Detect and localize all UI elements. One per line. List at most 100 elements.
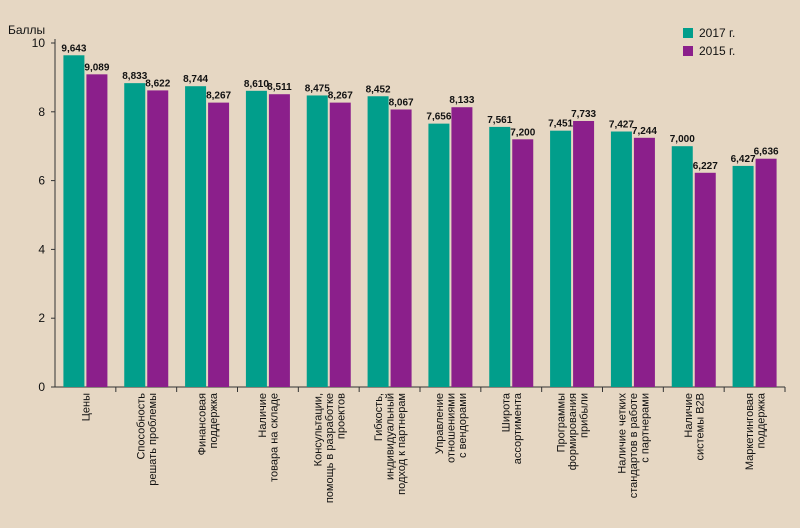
x-category-label: Маркетинговая поддержка [744, 392, 768, 470]
data-label: 8,511 [267, 82, 292, 93]
bar-2015 [451, 107, 473, 388]
bar-2015 [390, 109, 412, 387]
x-category-label: Наличие товара на складе [257, 393, 281, 482]
data-label: 8,622 [145, 78, 170, 89]
y-tick-label: 4 [38, 242, 45, 256]
data-label: 8,267 [206, 91, 231, 102]
data-label: 7,656 [426, 112, 451, 123]
x-category-label: Наличие системы B2B [683, 393, 707, 461]
x-category-label: Гибкость, индивидуальный подход к партнера… [373, 393, 408, 495]
x-category-label-line: системы B2B [695, 393, 707, 461]
legend-label-2017: 2017 г. [699, 26, 736, 40]
bar-2017 [671, 146, 693, 387]
data-label: 7,733 [571, 109, 596, 120]
x-category-label: Консультации, помощь в разработке проектов [312, 393, 347, 503]
legend-swatch-2015 [683, 46, 693, 56]
bar-2017 [489, 126, 511, 387]
data-label: 7,561 [487, 115, 512, 126]
bar-2017 [367, 96, 389, 388]
x-category-label-line: Наличие четких [616, 393, 628, 474]
legend-swatch-2017 [683, 28, 693, 38]
x-category-label-line: Широта [501, 392, 513, 432]
bar-2017 [245, 90, 267, 387]
x-category-label-line: Наличие [683, 393, 695, 438]
legend-label-2015: 2015 г. [699, 44, 736, 58]
bar-2015 [268, 94, 290, 387]
x-category-label: Программы формирования прибыли [556, 393, 591, 470]
x-category-label-line: Программы [556, 393, 568, 453]
bar-2017 [306, 95, 328, 388]
x-category-label: Наличие четких стандартов в работе с партн… [616, 393, 651, 499]
bar-2015 [573, 120, 595, 387]
data-label: 8,610 [244, 79, 269, 90]
x-category-label-line: подход к партнерам [396, 393, 408, 495]
data-label: 8,744 [183, 74, 208, 85]
y-axis-title: Баллы [8, 23, 45, 37]
y-tick-label: 10 [32, 36, 46, 50]
x-category-label: Способность решать проблемы [136, 393, 160, 486]
data-label: 6,427 [731, 154, 756, 165]
x-category-label: Финансовая поддержка [196, 392, 220, 455]
x-category-label-line: отношениями [445, 393, 457, 463]
data-label: 7,427 [609, 120, 634, 131]
bar-2015 [329, 102, 351, 387]
data-label: 8,267 [328, 91, 353, 102]
x-category-label-line: товара на складе [269, 393, 281, 482]
x-category-label-line: Наличие [257, 393, 269, 438]
data-label: 8,475 [305, 83, 330, 94]
bar-2017 [185, 86, 207, 388]
data-label: 9,089 [84, 62, 109, 73]
y-tick-label: 8 [38, 105, 45, 119]
bar-2015 [755, 158, 777, 387]
x-category-label: Цены [80, 393, 92, 421]
bar-2017 [124, 83, 146, 387]
x-category-label-line: формирования [567, 393, 579, 470]
data-label: 6,636 [754, 147, 779, 158]
bar-2017 [550, 130, 572, 387]
x-category-label-line: поддержка [208, 392, 220, 448]
data-label: 7,244 [632, 126, 657, 137]
data-label: 7,451 [548, 119, 573, 130]
data-label: 8,067 [389, 97, 414, 108]
bar-2017 [610, 131, 632, 387]
x-category-label-line: с партнерами [639, 393, 651, 463]
bar-2015 [694, 172, 716, 387]
bar-2017 [63, 55, 85, 388]
x-category-label-line: Консультации, [312, 393, 324, 466]
bar-2015 [86, 74, 108, 387]
x-category-label-line: прибыли [579, 393, 591, 438]
bar-2017 [428, 123, 450, 387]
x-category-label-line: Способность [136, 393, 148, 460]
x-category-label-line: Маркетинговая [744, 393, 756, 470]
x-category-label-line: с вендорами [457, 393, 469, 458]
bar-2015 [633, 137, 655, 387]
x-category-label-line: поддержка [755, 392, 767, 448]
bar-2015 [147, 90, 169, 387]
x-category-label-line: Финансовая [196, 393, 208, 455]
legend: 2017 г. 2015 г. [683, 24, 735, 60]
legend-item-2017: 2017 г. [683, 24, 735, 42]
x-category-label-line: Цены [80, 393, 92, 421]
x-category-label-line: Гибкость, [373, 393, 385, 441]
data-label: 8,452 [366, 84, 391, 95]
data-label: 8,133 [449, 95, 474, 106]
x-category-label-line: ассортимента [512, 392, 524, 464]
x-category-label-line: стандартов в работе [628, 393, 640, 498]
bar-2015 [512, 139, 534, 387]
x-category-label-line: Управление [434, 393, 446, 454]
x-category-label: Широта ассортимента [501, 392, 525, 464]
data-label: 8,833 [122, 71, 147, 82]
y-tick-label: 2 [38, 311, 45, 325]
y-tick-label: 0 [38, 380, 45, 394]
legend-item-2015: 2015 г. [683, 42, 735, 60]
x-category-label: Управление отношениями с вендорами [434, 393, 469, 463]
x-category-label-line: проектов [335, 393, 347, 439]
x-category-label-line: решать проблемы [147, 393, 159, 486]
bar-2017 [732, 165, 754, 387]
x-category-label-line: индивидуальный [385, 393, 397, 480]
data-label: 7,000 [670, 134, 695, 145]
data-label: 6,227 [693, 161, 718, 172]
bar-2015 [208, 102, 230, 387]
y-tick-label: 6 [38, 174, 45, 188]
